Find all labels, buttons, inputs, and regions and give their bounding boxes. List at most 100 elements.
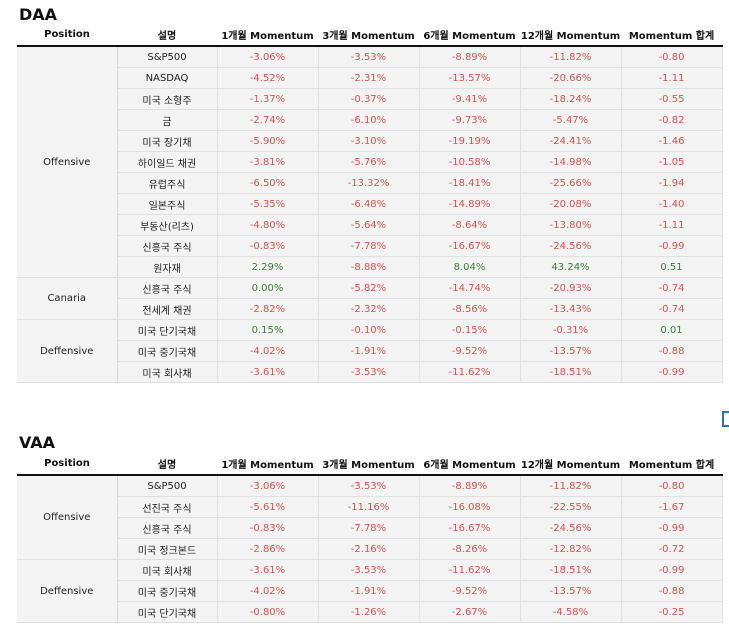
table-row: 미국 소형주 -1.37% -0.37% -9.41% -18.24% -0.55	[17, 88, 723, 110]
momentum-cell: -1.11	[621, 67, 723, 89]
momentum-cell: -3.53%	[318, 559, 420, 581]
momentum-cell: -8.56%	[419, 298, 521, 320]
asset-name-cell: S&P500	[117, 475, 218, 497]
table-row: 미국 장기채 -5.90% -3.10% -19.19% -24.41% -1.46	[17, 130, 723, 152]
asset-name-cell: 미국 중기국채	[117, 580, 218, 602]
daa-title: DAA	[19, 5, 58, 24]
momentum-cell: -0.99	[621, 361, 723, 383]
momentum-cell: -8.88%	[318, 256, 420, 278]
asset-name-cell: 미국 정크본드	[117, 538, 218, 560]
momentum-cell: -0.15%	[419, 319, 521, 341]
momentum-cell: -13.57%	[520, 340, 622, 362]
momentum-cell: -1.67	[621, 496, 723, 518]
table-row: 원자재 2.29% -8.88% 8.04% 43.24% 0.51	[17, 256, 723, 278]
table-row: 하이일드 채권 -3.81% -5.76% -10.58% -14.98% -1.05	[17, 151, 723, 173]
table-row: 부동산(리츠) -4.80% -5.64% -8.64% -13.80% -1.11	[17, 214, 723, 236]
momentum-cell: -5.61%	[217, 496, 319, 518]
momentum-cell: -14.98%	[520, 151, 622, 173]
momentum-cell: -2.74%	[217, 109, 319, 131]
momentum-cell: -3.06%	[217, 46, 319, 68]
momentum-cell: -0.99	[621, 235, 723, 257]
momentum-cell: -0.88	[621, 340, 723, 362]
table-row: 미국 정크본드 -2.86% -2.16% -8.26% -12.82% -0.72	[17, 538, 723, 560]
momentum-cell: -6.10%	[318, 109, 420, 131]
asset-name-cell: 미국 회사채	[117, 361, 218, 383]
momentum-cell: -5.35%	[217, 193, 319, 215]
momentum-cell: -24.56%	[520, 517, 622, 539]
momentum-cell: -13.57%	[419, 67, 521, 89]
position-cell: Canaria	[17, 277, 118, 320]
momentum-cell: -4.02%	[217, 340, 319, 362]
momentum-cell: -11.82%	[520, 475, 622, 497]
momentum-cell: -18.51%	[520, 361, 622, 383]
momentum-cell: -3.06%	[217, 475, 319, 497]
momentum-cell: -8.64%	[419, 214, 521, 236]
position-cell: Deffensive	[17, 559, 118, 623]
momentum-cell: -0.74	[621, 277, 723, 299]
momentum-cell: -4.02%	[217, 580, 319, 602]
momentum-cell: 0.00%	[217, 277, 319, 299]
momentum-cell: -6.50%	[217, 172, 319, 194]
position-cell: Deffensive	[17, 319, 118, 383]
momentum-cell: 0.51	[621, 256, 723, 278]
momentum-cell: -19.19%	[419, 130, 521, 152]
momentum-cell: -0.99	[621, 517, 723, 539]
table-row: 미국 중기국채 -4.02% -1.91% -9.52% -13.57% -0.88	[17, 340, 723, 362]
momentum-cell: 0.01	[621, 319, 723, 341]
table-row: Deffensive 미국 회사채 -3.61% -3.53% -11.62% -18.5…	[17, 559, 723, 623]
asset-name-cell: 유럽주식	[117, 172, 218, 194]
momentum-cell: -10.58%	[419, 151, 521, 173]
momentum-cell: -3.81%	[217, 151, 319, 173]
momentum-cell: -1.94	[621, 172, 723, 194]
column-header: 1개월 Momentum	[217, 24, 318, 47]
momentum-cell: -3.53%	[318, 475, 420, 497]
momentum-cell: -0.83%	[217, 517, 319, 539]
momentum-cell: -0.99	[621, 559, 723, 581]
momentum-cell: -9.73%	[419, 109, 521, 131]
momentum-cell: -25.66%	[520, 172, 622, 194]
momentum-cell: -3.61%	[217, 559, 319, 581]
momentum-cell: -3.10%	[318, 130, 420, 152]
momentum-cell: -3.61%	[217, 361, 319, 383]
momentum-cell: 0.15%	[217, 319, 319, 341]
column-header: 설명	[117, 24, 217, 47]
momentum-cell: -20.66%	[520, 67, 622, 89]
momentum-cell: -1.05	[621, 151, 723, 173]
momentum-cell: -0.80%	[217, 601, 319, 623]
asset-name-cell: 금	[117, 109, 218, 131]
momentum-cell: -1.91%	[318, 580, 420, 602]
asset-name-cell: 전세계 채권	[117, 298, 218, 320]
momentum-cell: -5.47%	[520, 109, 622, 131]
momentum-cell: -2.16%	[318, 538, 420, 560]
momentum-cell: -14.74%	[419, 277, 521, 299]
momentum-cell: -14.89%	[419, 193, 521, 215]
selection-handle-icon[interactable]	[722, 411, 729, 427]
table-row: 미국 단기국채 -0.80% -1.26% -2.67% -4.58% -0.25	[17, 601, 723, 623]
column-header: Momentum 합계	[621, 453, 722, 476]
momentum-cell: -11.82%	[520, 46, 622, 68]
daa-header-row: Position 설명 1개월 Momentum 3개월 Momentum 6개월 Mo…	[17, 24, 722, 47]
asset-name-cell: 일본주식	[117, 193, 218, 215]
momentum-cell: -1.26%	[318, 601, 420, 623]
asset-name-cell: 선진국 주식	[117, 496, 218, 518]
momentum-cell: -0.55	[621, 88, 723, 110]
momentum-cell: -5.64%	[318, 214, 420, 236]
column-header: 12개월 Momentum	[520, 24, 621, 47]
momentum-cell: -0.31%	[520, 319, 622, 341]
momentum-cell: -18.24%	[520, 88, 622, 110]
momentum-cell: -0.74	[621, 298, 723, 320]
column-header: 3개월 Momentum	[318, 24, 419, 47]
momentum-cell: -8.26%	[419, 538, 521, 560]
vaa-title: VAA	[19, 433, 56, 452]
momentum-cell: -7.78%	[318, 235, 420, 257]
momentum-cell: -13.80%	[520, 214, 622, 236]
momentum-cell: -0.83%	[217, 235, 319, 257]
asset-name-cell: 미국 장기채	[117, 130, 218, 152]
momentum-cell: -9.41%	[419, 88, 521, 110]
momentum-cell: -9.52%	[419, 340, 521, 362]
momentum-cell: -22.55%	[520, 496, 622, 518]
column-header: 3개월 Momentum	[318, 453, 419, 476]
momentum-cell: -4.52%	[217, 67, 319, 89]
table-row: 신흥국 주식 -0.83% -7.78% -16.67% -24.56% -0.99	[17, 235, 723, 257]
asset-name-cell: 미국 소형주	[117, 88, 218, 110]
